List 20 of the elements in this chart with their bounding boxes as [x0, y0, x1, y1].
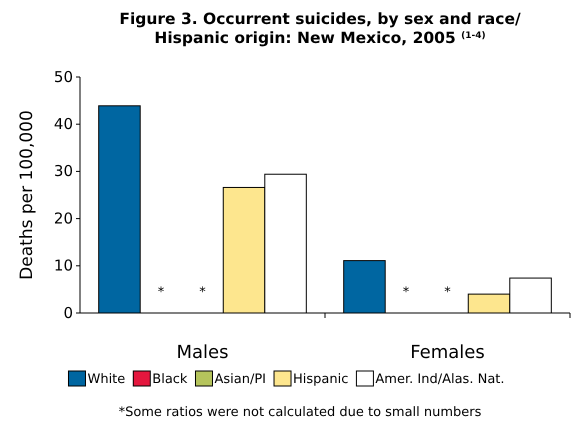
legend-label: White — [87, 372, 126, 387]
y-tick-label: 40 — [54, 115, 73, 133]
text: * — [402, 285, 410, 300]
y-tick-label: 30 — [54, 162, 73, 180]
y-tick-label: 20 — [54, 209, 73, 228]
text: * — [444, 285, 451, 300]
text: * — [158, 285, 164, 300]
y-axis-title: Deaths per 100,000 — [17, 110, 37, 280]
text: *Some ratios were not calculated due to small numbers — [118, 405, 482, 420]
x-tick-label: Females — [410, 342, 485, 363]
y-tick-label: 10 — [54, 256, 73, 275]
y-tick-label: 0 — [63, 304, 73, 322]
legend-label: Amer. Ind/Alas. Nat. — [375, 372, 505, 387]
y-tick-label: 50 — [54, 68, 73, 86]
legend-label: Asian/PI — [214, 372, 266, 387]
legend-label: Hispanic — [293, 372, 348, 387]
chart-title: Figure 3. Occurrent suicides, by sex and race/ Hispanic origin: New Mexico, 2005 $^{(1-4)}$ — [119, 10, 521, 47]
text: * — [199, 285, 206, 300]
x-tick-label: Males — [176, 342, 229, 363]
legend-label: Black — [152, 372, 188, 387]
